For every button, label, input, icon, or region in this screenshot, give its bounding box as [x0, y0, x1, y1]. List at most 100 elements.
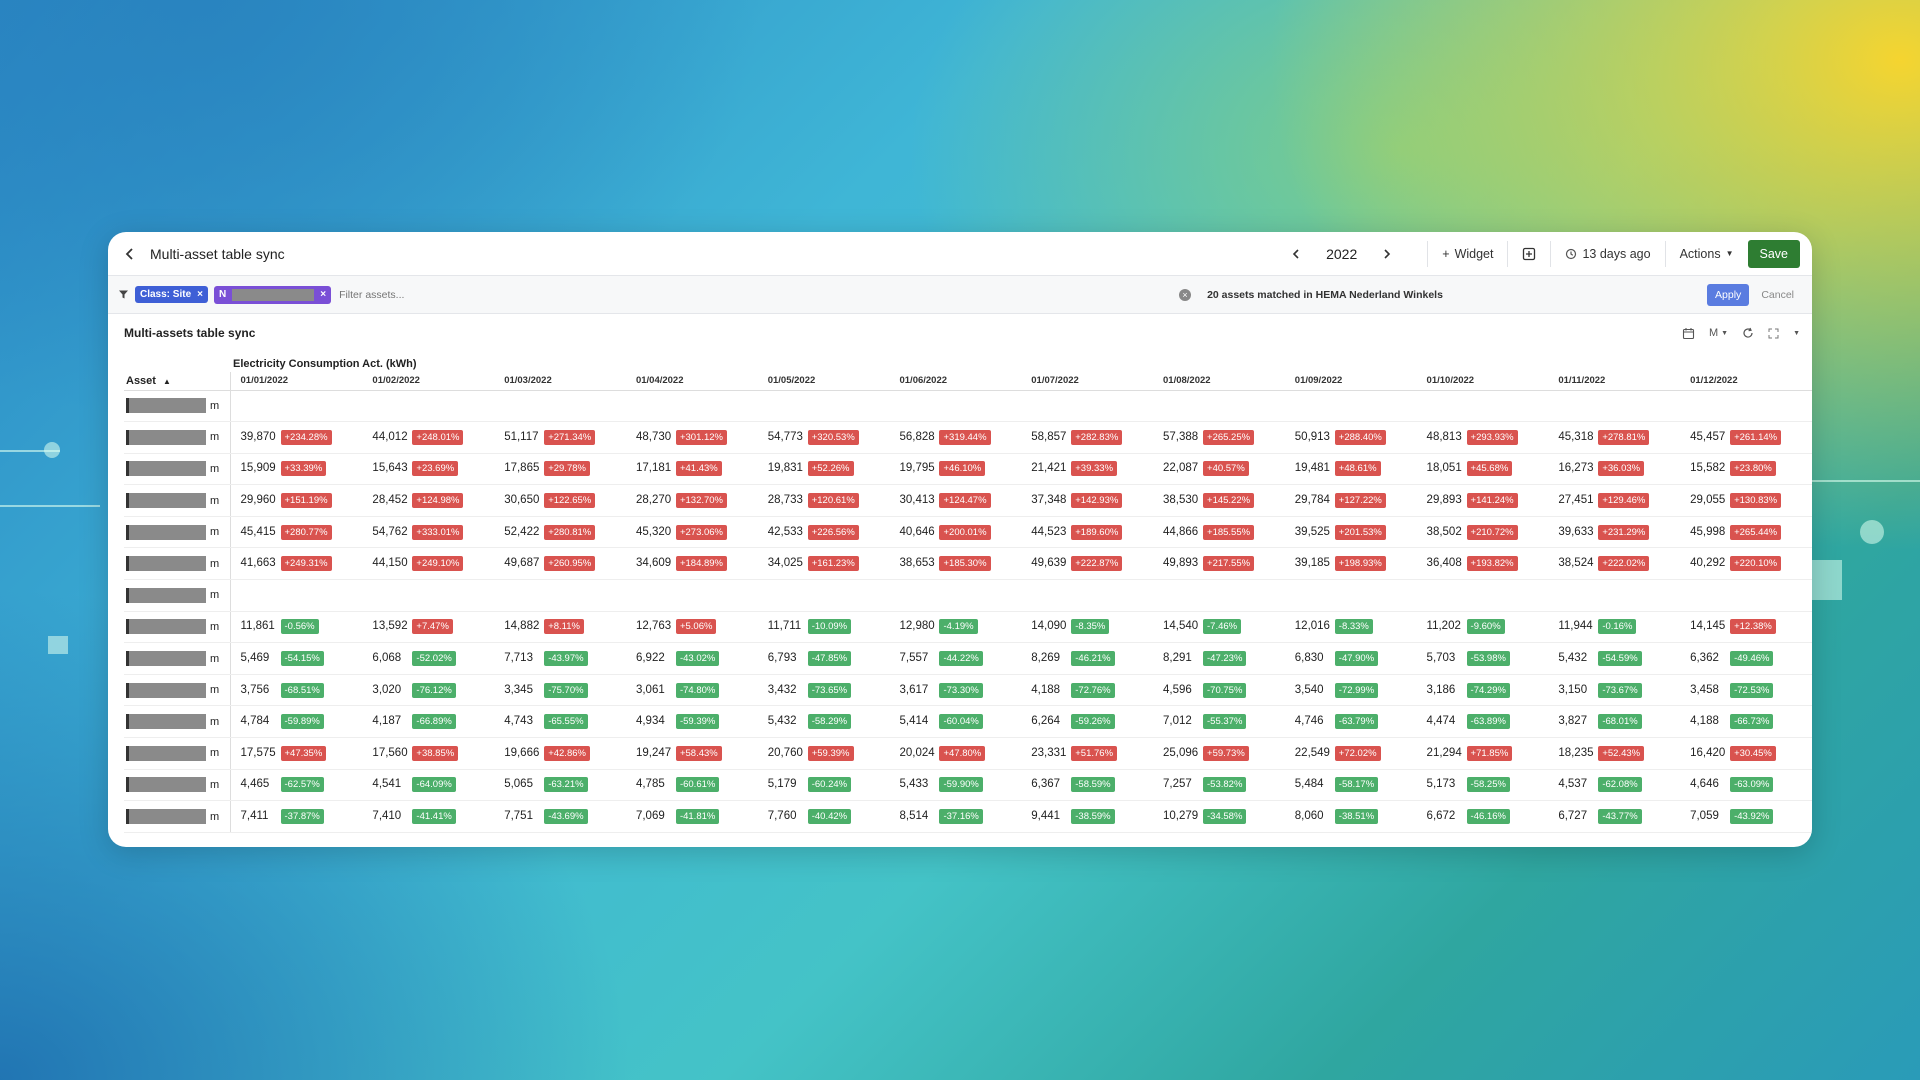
asset-cell[interactable]: m	[124, 390, 231, 423]
asset-name-suffix: m	[210, 715, 220, 728]
change-badge: +301.12%	[675, 429, 728, 445]
value-cell: 17,575 +47.35%	[230, 737, 363, 770]
asset-cell[interactable]: m	[124, 611, 231, 644]
chip-label: Class: Site	[140, 289, 192, 300]
consumption-value: 5,414	[899, 715, 929, 728]
value-cell: 23,331 +51.76%	[1021, 737, 1154, 770]
value-cell: 20,024 +47.80%	[889, 737, 1022, 770]
change-badge: -59.89%	[280, 714, 324, 730]
table-row[interactable]: m 5,469 -54.15% 6,068 -52.02% 7,713 -43.97% 6,9…	[124, 642, 1812, 675]
change-badge: -47.23%	[1203, 651, 1247, 667]
value-cell: 7,713 -43.97%	[494, 642, 626, 675]
asset-cell[interactable]: m	[124, 674, 231, 707]
change-badge: +48.61%	[1334, 461, 1381, 477]
value-cell: 28,733 +120.61%	[757, 484, 890, 517]
history-button[interactable]: 13 days ago	[1557, 241, 1658, 267]
consumption-value: 4,596	[1163, 683, 1192, 696]
actions-dropdown[interactable]: Actions ▼	[1672, 241, 1742, 267]
caret-down-icon[interactable]: ▼	[1793, 329, 1800, 337]
filter-chip-class[interactable]: Class: Site ×	[135, 286, 208, 303]
change-badge: +200.01%	[939, 524, 991, 540]
value-cell: 11,711 -10.09%	[757, 611, 890, 644]
consumption-value: 28,270	[635, 494, 672, 507]
table-row[interactable]: m	[124, 579, 1812, 612]
asset-cell[interactable]: m	[124, 484, 231, 517]
value-cell: 7,557 -44.22%	[889, 642, 1022, 675]
add-box-button[interactable]	[1514, 241, 1544, 267]
consumption-value: 14,090	[1031, 620, 1067, 633]
back-arrow-icon[interactable]	[118, 242, 142, 266]
date-column-header: 01/12/2022	[1680, 372, 1812, 391]
consumption-value: 51,117	[504, 430, 539, 443]
change-badge: +234.28%	[280, 429, 332, 445]
value-cell	[1284, 579, 1417, 612]
year-label: 2022	[1326, 245, 1358, 262]
asset-cell[interactable]: m	[124, 421, 231, 454]
table-row[interactable]: m 41,663 +249.31% 44,150 +249.10% 49,687 +260.…	[124, 547, 1812, 581]
expand-icon[interactable]	[1768, 328, 1779, 339]
asset-cell[interactable]: m	[124, 642, 231, 675]
chevron-left-icon[interactable]	[1284, 242, 1308, 266]
clear-icon[interactable]: ×	[1179, 288, 1192, 301]
value-cell: 4,743 -65.55%	[494, 705, 626, 739]
widget-header: Multi-assets table sync M ▼ ▼	[124, 322, 1800, 344]
table-row[interactable]: m 11,861 -0.56% 13,592 +7.47% 14,882 +8.11% 12,…	[124, 611, 1812, 644]
consumption-value: 15,643	[372, 462, 408, 475]
consumption-value: 18,235	[1558, 746, 1594, 759]
table-row[interactable]: m 45,415 +280.77% 54,762 +333.01% 52,422 +280.…	[124, 516, 1812, 549]
save-button[interactable]: Save	[1747, 239, 1800, 268]
filter-chip-name[interactable]: N ×	[213, 285, 332, 304]
table-row[interactable]: m 3,756 -68.51% 3,020 -76.12% 3,345 -75.70% 3,0…	[124, 674, 1812, 707]
value-cell: 6,727 -43.77%	[1548, 800, 1681, 833]
value-cell: 3,458 -72.53%	[1680, 674, 1812, 707]
value-cell	[1680, 579, 1812, 612]
asset-cell[interactable]: m	[124, 547, 231, 581]
calendar-sync-icon[interactable]	[1682, 327, 1695, 340]
filter-assets-input[interactable]	[339, 288, 1180, 301]
value-cell: 38,653 +185.30%	[889, 547, 1022, 581]
date-column-header: 01/04/2022	[625, 372, 758, 391]
table-row[interactable]: m 15,909 +33.39% 15,643 +23.69% 17,865 +29.78%…	[124, 453, 1812, 486]
table-row[interactable]: m 17,575 +47.35% 17,560 +38.85% 19,666 +42.86%…	[124, 737, 1812, 770]
change-badge: +52.26%	[807, 461, 854, 477]
consumption-value: 50,913	[1294, 430, 1330, 443]
table-row[interactable]: m 4,465 -62.57% 4,541 -64.09% 5,065 -63.21% 4,7…	[124, 769, 1812, 802]
close-icon[interactable]: ×	[197, 289, 203, 300]
chevron-right-icon[interactable]	[1375, 242, 1399, 266]
asset-cell[interactable]: m	[124, 579, 231, 612]
asset-cell[interactable]: m	[124, 705, 231, 739]
add-widget-button[interactable]: + Widget	[1434, 241, 1501, 267]
apply-button[interactable]: Apply	[1707, 283, 1750, 306]
change-badge: +185.55%	[1203, 524, 1255, 540]
consumption-value: 19,795	[899, 462, 935, 475]
interval-dropdown[interactable]: M ▼	[1709, 327, 1728, 339]
asset-column-header[interactable]: Asset ▲	[124, 372, 231, 391]
table-row[interactable]: m 7,411 -37.87% 7,410 -41.41% 7,751 -43.69% 7,0…	[124, 800, 1812, 833]
asset-cell[interactable]: m	[124, 516, 231, 549]
asset-cell[interactable]: m	[124, 800, 231, 833]
refresh-icon[interactable]	[1742, 327, 1754, 339]
filter-icon[interactable]	[118, 289, 129, 300]
table-row[interactable]: m 4,784 -59.89% 4,187 -66.89% 4,743 -65.55% 4,9…	[124, 705, 1812, 739]
consumption-value: 34,609	[635, 557, 672, 570]
value-cell: 3,540 -72.99%	[1284, 674, 1417, 707]
value-cell: 5,703 -53.98%	[1416, 642, 1549, 675]
consumption-value: 7,257	[1163, 778, 1192, 791]
asset-cell[interactable]: m	[124, 453, 231, 486]
value-cell: 8,514 -37.16%	[889, 800, 1022, 833]
consumption-value: 8,060	[1294, 810, 1324, 823]
value-cell: 54,773 +320.53%	[757, 421, 890, 454]
table-row[interactable]: m 29,960 +151.19% 28,452 +124.98% 30,650 +122.…	[124, 484, 1812, 517]
table-row[interactable]: m 39,870 +234.28% 44,012 +248.01% 51,117 +271.…	[124, 421, 1812, 454]
change-badge: -49.46%	[1730, 651, 1774, 667]
value-cell: 5,433 -59.90%	[889, 769, 1022, 802]
sort-icon[interactable]: ▲	[163, 376, 171, 386]
cancel-button[interactable]: Cancel	[1761, 288, 1794, 301]
asset-cell[interactable]: m	[124, 737, 231, 770]
asset-cell[interactable]: m	[124, 769, 231, 802]
table-row[interactable]: m	[124, 390, 1812, 423]
value-cell	[625, 390, 758, 423]
value-cell: 4,188 -72.76%	[1021, 674, 1154, 707]
close-icon[interactable]: ×	[320, 289, 327, 300]
consumption-value: 6,362	[1690, 652, 1719, 665]
